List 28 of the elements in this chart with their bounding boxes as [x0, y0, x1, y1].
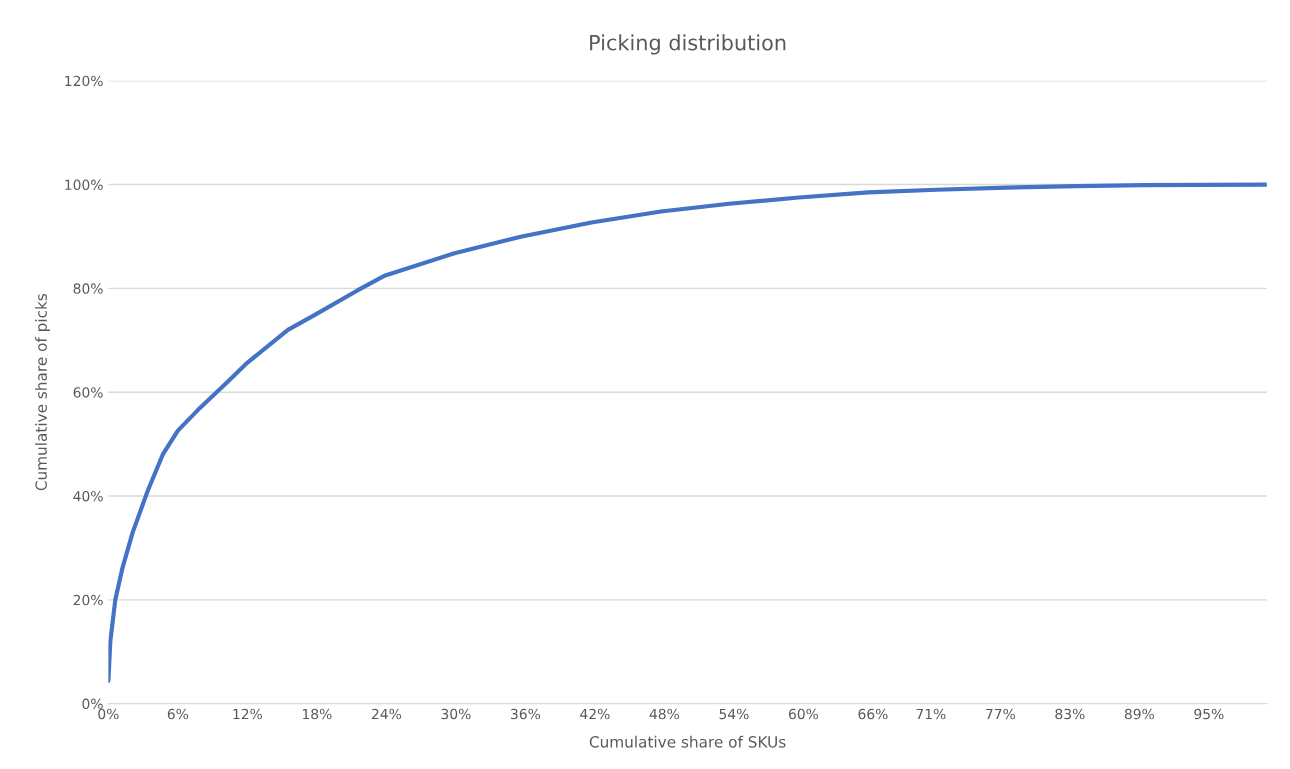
x-axis-title: Cumulative share of SKUs — [589, 735, 786, 748]
x-tick-label: 71% — [916, 708, 946, 720]
y-tick-label: 100% — [65, 179, 103, 191]
x-tick-label: 60% — [788, 708, 819, 720]
y-tick-label: 20% — [73, 594, 103, 606]
y-tick-label: 80% — [73, 283, 103, 294]
x-tick-label: 89% — [1124, 708, 1155, 720]
x-tick-label: 48% — [649, 708, 680, 720]
y-tick-label: 0% — [82, 698, 103, 710]
y-tick-label: 60% — [73, 387, 103, 398]
x-tick-label: 95% — [1194, 708, 1224, 720]
y-axis-title: Cumulative share of picks — [35, 293, 50, 491]
x-tick-label: 36% — [511, 708, 541, 720]
x-tick-label: 30% — [441, 708, 471, 720]
y-tick-label: 40% — [73, 490, 103, 502]
x-tick-label: 18% — [302, 708, 332, 720]
x-tick-label: 0% — [98, 708, 119, 720]
x-tick-label: 6% — [167, 708, 189, 720]
line-series — [108, 182, 1267, 683]
x-tick-label: 83% — [1055, 708, 1085, 720]
x-tick-label: 66% — [858, 708, 888, 720]
x-tick-label: 54% — [719, 708, 749, 720]
x-tick-label: 42% — [580, 708, 610, 720]
x-tick-label: 12% — [233, 708, 263, 720]
x-tick-label: 77% — [986, 708, 1016, 720]
y-tick-label: 120% — [65, 75, 103, 87]
x-tick-label: 24% — [371, 708, 402, 720]
chart-title: Picking distribution — [590, 34, 786, 55]
